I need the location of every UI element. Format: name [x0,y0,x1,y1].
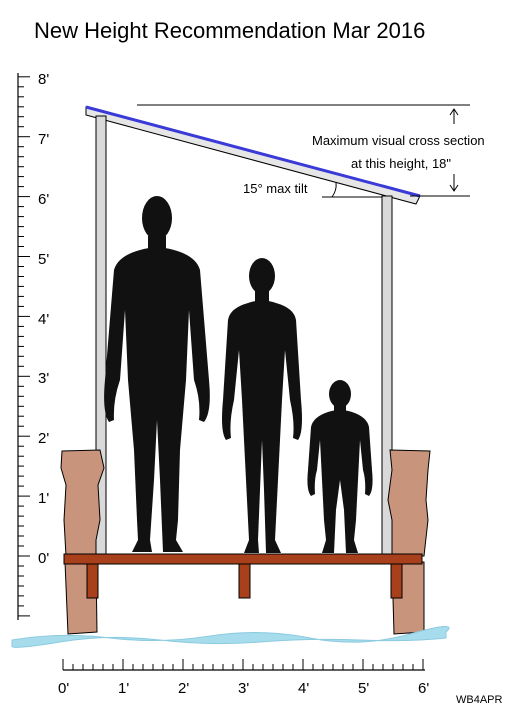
vertical-ruler-label-1: 1' [38,490,49,507]
horizontal-ruler-label-4: 4' [298,680,309,697]
vertical-ruler-label-6: 6' [38,191,49,208]
vertical-ruler-label-0: 0' [38,550,49,567]
tilt-label: 15° max tilt [243,181,308,196]
vertical-ruler-label-4: 4' [38,311,49,328]
diagram-title: New Height Recommendation Mar 2016 [34,18,425,43]
medium-person-silhouette [222,258,302,553]
vertical-ruler-label-2: 2' [38,430,49,447]
wooden-deck [63,553,423,599]
horizontal-ruler-label-5: 5' [358,680,369,697]
cross-section-dimension: Maximum visual cross section at this hei… [137,104,485,197]
cross-section-label-line2: at this height, 18" [351,156,451,171]
horizontal-ruler: 0' 1' 2' 3' 4' 5' 6' [58,659,429,697]
horizontal-ruler-label-3: 3' [238,680,249,697]
author-credit: WB4APR [456,694,503,706]
vertical-ruler-label-5: 5' [38,251,49,268]
right-brick-column [387,449,431,635]
vertical-ruler-label-8: 8' [38,71,49,88]
horizontal-ruler-label-6: 6' [418,680,429,697]
cross-section-label-line1: Maximum visual cross section [312,133,485,148]
vertical-ruler: 0' 1' 2' 3' 4' 5' 6' 7' 8' [17,71,49,620]
horizontal-ruler-label-1: 1' [118,680,129,697]
vertical-ruler-label-3: 3' [38,370,49,387]
horizontal-ruler-label-2: 2' [178,680,189,697]
vertical-ruler-label-7: 7' [38,131,49,148]
short-person-silhouette [307,380,373,553]
tilt-annotation: 15° max tilt [243,181,392,198]
roof-panel [85,105,421,205]
water-line [11,626,450,648]
tall-person-silhouette [104,196,210,552]
horizontal-ruler-label-0: 0' [58,680,69,697]
